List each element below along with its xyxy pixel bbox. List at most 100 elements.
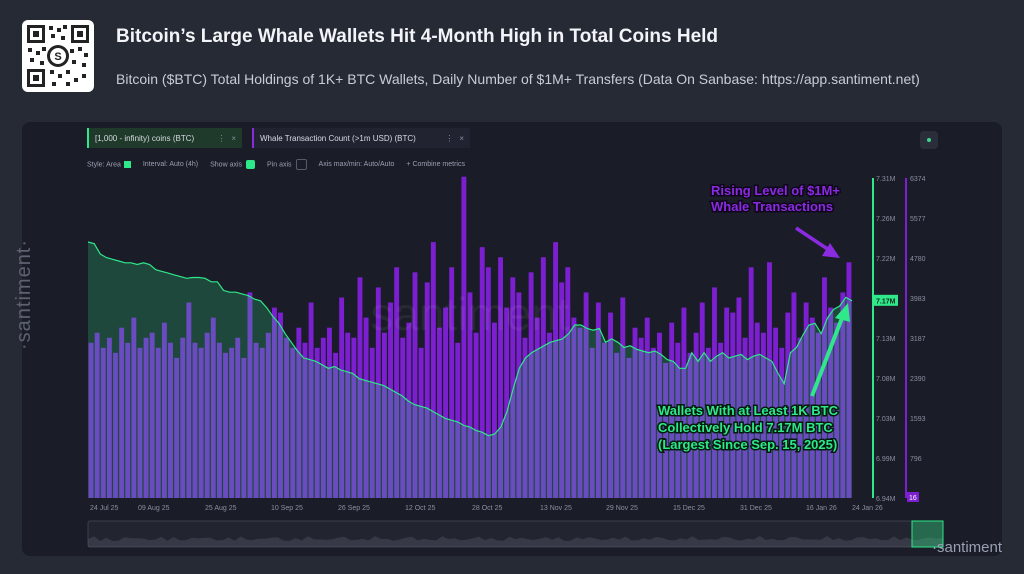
legend-series-2[interactable]: Whale Transaction Count (>1m USD) (BTC) … (252, 128, 470, 148)
whale-bar (241, 357, 247, 498)
whale-bar (608, 312, 614, 498)
x-tick-label: 15 Dec 25 (673, 505, 705, 512)
whale-bar (125, 342, 131, 498)
whale-bar (840, 292, 846, 498)
whale-bar (271, 307, 277, 498)
whale-transaction-bars (88, 176, 852, 498)
whale-bar (357, 277, 363, 498)
svg-text:S: S (54, 51, 61, 63)
annotation-whale-tx-text: Whale Transactions (711, 199, 833, 214)
current-tx-badge (907, 492, 919, 502)
y-left-tick-label: 6.99M (876, 456, 896, 463)
whale-bar (785, 312, 791, 498)
whale-bar (174, 357, 180, 498)
whale-bar (754, 322, 760, 498)
whale-bar (430, 242, 436, 498)
whale-bar (161, 322, 167, 498)
whale-bar (638, 337, 644, 498)
whale-bar (265, 332, 271, 498)
whale-bar (632, 327, 638, 498)
x-tick-label: 28 Oct 25 (472, 505, 502, 512)
style-selector[interactable]: Style: Area (87, 160, 131, 169)
whale-bar (204, 332, 210, 498)
style-label: Style: Area (87, 161, 121, 169)
legend-menu-icon[interactable]: ⋮ (217, 133, 226, 143)
y-right-tick-label: 796 (910, 456, 922, 463)
y-left-tick-label: 6.94M (876, 496, 896, 503)
whale-bar (510, 277, 516, 498)
whale-bar (406, 322, 412, 498)
whale-bar (345, 332, 351, 498)
whale-bar (320, 337, 326, 498)
whale-bar (131, 317, 137, 498)
whale-bar (180, 337, 186, 498)
legend-menu-icon[interactable]: ⋮ (445, 133, 454, 143)
whale-bar (412, 272, 418, 498)
whale-bar (443, 307, 449, 498)
whale-bar (693, 332, 699, 498)
pin-axis-checkbox[interactable] (295, 159, 307, 170)
annotations: Rising Level of $1M+Whale Transactions Wa… (657, 182, 850, 454)
whale-bar (809, 317, 815, 498)
whale-bar (730, 312, 736, 498)
whale-bar (583, 292, 589, 498)
x-tick-label: 13 Nov 25 (540, 505, 572, 512)
whale-bar (705, 347, 711, 498)
interval-selector[interactable]: Interval: Auto (4h) (142, 161, 199, 168)
x-tick-label: 25 Aug 25 (205, 505, 237, 512)
y-right-tick-label: 5577 (910, 216, 926, 223)
whale-bar (100, 347, 106, 498)
whale-bar (687, 352, 693, 498)
whale-bar (302, 342, 308, 498)
legend-close-icon[interactable]: × (459, 133, 464, 143)
whale-bar (314, 347, 320, 498)
x-tick-label: 24 Jan 26 (852, 505, 883, 512)
settings-button[interactable] (920, 131, 938, 149)
whale-bar (186, 302, 192, 498)
pin-axis-toggle[interactable]: Pin axis (267, 159, 307, 170)
whale-bar (485, 267, 491, 498)
annotation-whale-tx-arrowhead (822, 243, 840, 258)
whale-bar (797, 337, 803, 498)
y-left-tick-label: 7.08M (876, 376, 896, 383)
x-tick-label: 26 Sep 25 (338, 505, 370, 512)
whale-bar (540, 257, 546, 498)
annotation-holdings-text: (Largest Since Sep. 15, 2025) (658, 437, 837, 452)
whale-bar (681, 307, 687, 498)
axis-maxmin-selector[interactable]: Axis max/min: Auto/Auto (318, 161, 395, 168)
whale-bar (381, 332, 387, 498)
range-navigator (87, 520, 944, 548)
pin-axis-label: Pin axis (267, 161, 292, 169)
legend-close-icon[interactable]: × (231, 133, 236, 143)
current-holdings-badge (874, 294, 898, 306)
x-tick-label: 16 Jan 26 (806, 505, 837, 512)
annotation-holdings-arrow (810, 317, 844, 397)
color-swatch[interactable] (123, 160, 131, 168)
show-axis-checkbox[interactable] (246, 160, 256, 169)
whale-bar (418, 347, 424, 498)
whale-bar (657, 332, 662, 498)
show-axis-toggle[interactable]: Show axis (210, 160, 256, 169)
whale-bar (742, 337, 748, 498)
whale-bar (712, 287, 717, 498)
whale-bar (779, 347, 785, 498)
whale-bar (351, 337, 357, 498)
whale-bar (718, 342, 724, 498)
whale-bar (326, 327, 332, 498)
y-right-tick-label: 6374 (910, 176, 926, 183)
whale-bar (815, 332, 821, 498)
whale-bar (773, 327, 779, 498)
whale-bar (571, 317, 577, 498)
settings-dot-icon (927, 138, 931, 142)
whale-bar (137, 347, 143, 498)
combine-metrics-button[interactable]: + Combine metrics (406, 161, 465, 168)
annotation-holdings-arrowhead (835, 303, 850, 322)
whale-bar (522, 337, 528, 498)
whale-bar (106, 337, 112, 498)
page-title: Bitcoin’s Large Whale Wallets Hit 4-Mont… (116, 26, 719, 47)
whale-bar (669, 322, 675, 498)
legend-series-1[interactable]: [1,000 - infinity) coins (BTC) ⋮ × (87, 128, 242, 148)
y-right-tick-label: 2390 (910, 376, 926, 383)
annotation-holdings-text: Wallets With at Least 1K BTC (658, 403, 839, 418)
whale-bar (436, 327, 442, 498)
